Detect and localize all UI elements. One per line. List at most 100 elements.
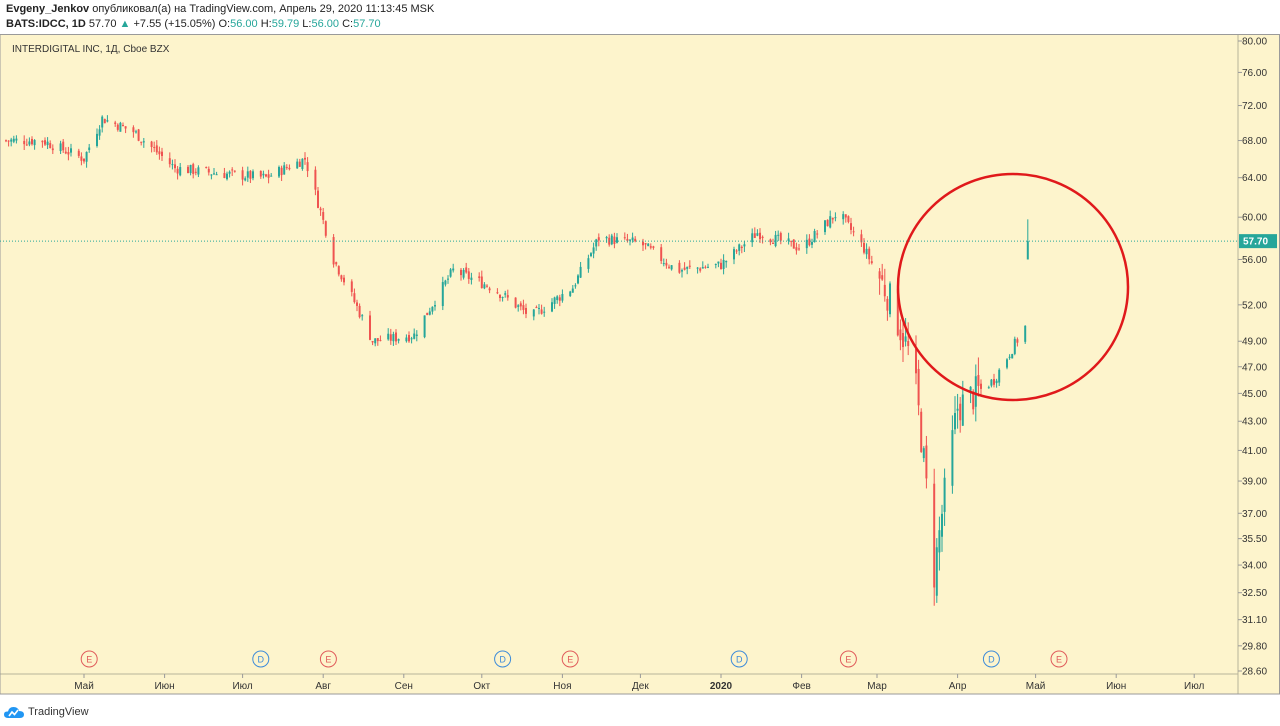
candle-body (660, 247, 663, 262)
chart-title: INTERDIGITAL INC, 1Д, Cboe BZX (12, 44, 170, 55)
candle-body (103, 119, 106, 124)
candle-body (616, 237, 618, 243)
candle-body (241, 170, 244, 180)
candle-body (808, 238, 811, 246)
candle-body (974, 376, 977, 407)
x-tick-label: 2020 (710, 681, 733, 692)
annotation-circle[interactable] (896, 172, 1130, 402)
x-tick-label: Фев (792, 681, 810, 692)
y-tick-label: 31.10 (1242, 615, 1267, 626)
candle-body (285, 167, 288, 169)
candle-body (977, 375, 980, 386)
candle-body (452, 268, 455, 271)
dividend-marker[interactable] (494, 650, 512, 668)
candle-body (49, 143, 52, 148)
x-tick-label: Авг (315, 681, 331, 692)
candle-body (337, 266, 340, 275)
candle-body (720, 262, 722, 270)
candle-body (678, 262, 681, 273)
candle-body (96, 133, 98, 146)
candle-body (756, 233, 759, 236)
candle-body (551, 302, 553, 312)
event-label: E (845, 655, 851, 665)
dividend-marker[interactable] (730, 650, 748, 668)
candle-body (642, 241, 644, 246)
dividend-marker[interactable] (982, 650, 1000, 668)
candle-body (496, 292, 499, 294)
candle-body (15, 138, 18, 141)
y-tick-label: 39.00 (1242, 477, 1267, 488)
earnings-marker[interactable] (80, 650, 98, 668)
candle-body (444, 280, 447, 285)
candle-body (902, 333, 904, 348)
candle-body (176, 168, 179, 174)
candle-body (538, 307, 540, 309)
candle-body (33, 140, 36, 146)
candle-body (852, 231, 855, 233)
brand-text[interactable]: TradingView (28, 706, 89, 718)
earnings-marker[interactable] (839, 650, 857, 668)
candle-body (387, 333, 390, 340)
earnings-marker[interactable] (561, 650, 579, 668)
candle-body (197, 167, 200, 175)
y-tick-label: 29.80 (1242, 641, 1267, 652)
candle-body (959, 403, 962, 421)
candle-body (379, 340, 382, 342)
candle-body (623, 237, 626, 239)
candle-body (280, 167, 283, 176)
candle-body (124, 126, 127, 129)
dividend-marker[interactable] (252, 650, 270, 668)
candle-body (798, 248, 800, 250)
candle-body (101, 116, 104, 128)
earnings-marker[interactable] (319, 650, 337, 668)
y-tick-label: 34.00 (1242, 561, 1267, 572)
candle-body (717, 261, 720, 264)
price-chart[interactable]: 80.00 76.00 72.00 68.00 64.00 60.00 56.00 52.00… (0, 34, 1280, 700)
candle-body (213, 173, 215, 175)
candle-body (262, 173, 265, 176)
candle-body (774, 234, 777, 247)
event-label: E (567, 655, 573, 665)
y-tick-label: 37.00 (1242, 509, 1267, 520)
x-tick-label: Ноя (553, 681, 571, 692)
candle-body (31, 138, 33, 145)
candle-body (5, 140, 7, 142)
candle-body (85, 151, 88, 162)
candle-body (922, 448, 925, 459)
candle-body (842, 214, 845, 220)
candle-body (174, 164, 176, 169)
candle-body (77, 150, 80, 156)
candle-body (23, 140, 26, 145)
candle-body (998, 369, 1001, 383)
candle-body (987, 387, 990, 389)
candle-body (662, 263, 665, 265)
candle-body (283, 165, 286, 175)
event-label: D (258, 655, 265, 665)
candle-body (790, 240, 793, 242)
earnings-marker[interactable] (1050, 650, 1068, 668)
candle-body (753, 233, 756, 238)
x-tick-label: Май (74, 681, 94, 692)
candle-body (486, 285, 488, 287)
author-name[interactable]: Evgeny_Jenkov (6, 3, 90, 15)
candle-body (423, 315, 426, 338)
price-axis[interactable] (1238, 34, 1280, 694)
candle-body (558, 297, 561, 301)
symbol-label: BATS:IDCC, 1D (6, 18, 86, 30)
publish-info: Evgeny_Jenkov опубликовал(а) на TradingV… (6, 3, 434, 15)
candle-body (317, 190, 319, 208)
plot-area[interactable] (0, 34, 1238, 694)
candle-body (153, 147, 156, 149)
y-tick-label: 35.50 (1242, 534, 1267, 545)
y-tick-label: 49.00 (1242, 337, 1267, 348)
candle-body (925, 445, 928, 479)
close-value: 57.70 (353, 18, 381, 30)
candle-body (278, 167, 280, 177)
candle-body (319, 208, 322, 211)
event-label: E (325, 655, 331, 665)
y-tick-label: 32.50 (1242, 588, 1267, 599)
candle-body (514, 297, 517, 308)
candle-body (688, 265, 691, 267)
event-label: E (86, 655, 92, 665)
